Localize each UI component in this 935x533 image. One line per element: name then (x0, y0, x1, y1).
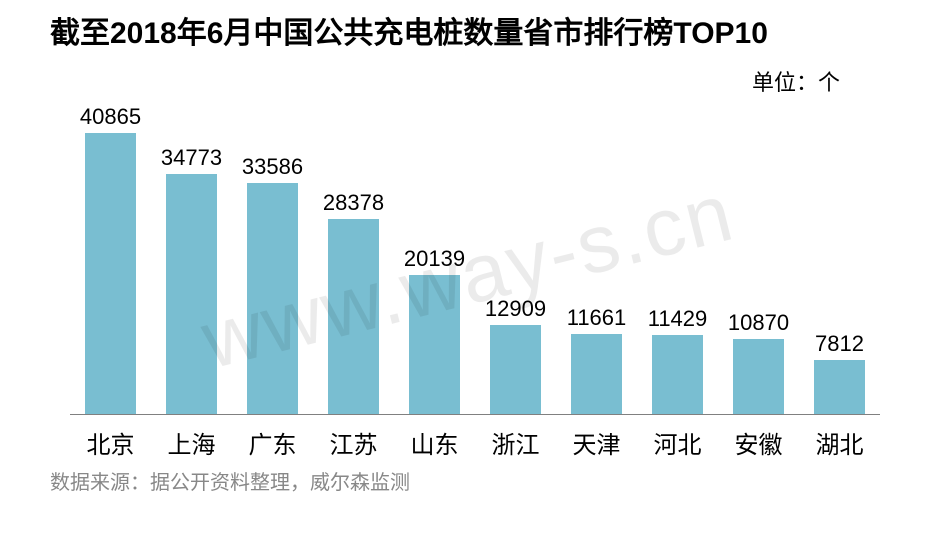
bar-slot: 10870安徽 (718, 105, 799, 415)
bar (85, 133, 135, 415)
category-label: 广东 (232, 415, 313, 460)
bar-value-label: 11661 (556, 305, 637, 331)
bar (814, 360, 864, 414)
bar-slot: 33586广东 (232, 105, 313, 415)
bar (166, 174, 216, 414)
bar-value-label: 33586 (232, 154, 313, 180)
bar-chart: 40865北京34773上海33586广东28378江苏20139山东12909… (70, 105, 880, 415)
bar-slot: 7812湖北 (799, 105, 880, 415)
bar (490, 325, 540, 414)
category-label: 天津 (556, 415, 637, 460)
category-label: 湖北 (799, 415, 880, 460)
bar-value-label: 12909 (475, 296, 556, 322)
bar-slot: 12909浙江 (475, 105, 556, 415)
data-source-note: 数据来源：据公开资料整理，威尔森监测 (50, 466, 410, 495)
category-label: 安徽 (718, 415, 799, 460)
bar (328, 219, 378, 414)
chart-title: 截至2018年6月中国公共充电桩数量省市排行榜TOP10 (50, 8, 768, 52)
bar-value-label: 40865 (70, 104, 151, 130)
bar (733, 339, 783, 414)
bar (652, 335, 702, 414)
unit-label: 单位：个 (752, 65, 840, 97)
bar-value-label: 28378 (313, 190, 394, 216)
bar-value-label: 20139 (394, 246, 475, 272)
bar-slot: 11661天津 (556, 105, 637, 415)
bar-slot: 20139山东 (394, 105, 475, 415)
bar (247, 183, 297, 414)
bar-value-label: 11429 (637, 306, 718, 332)
category-label: 江苏 (313, 415, 394, 460)
bar-value-label: 7812 (799, 331, 880, 357)
bar-value-label: 34773 (151, 145, 232, 171)
bar-value-label: 10870 (718, 310, 799, 336)
bar (409, 275, 459, 414)
category-label: 上海 (151, 415, 232, 460)
category-label: 山东 (394, 415, 475, 460)
bar-slot: 34773上海 (151, 105, 232, 415)
bar-slot: 11429河北 (637, 105, 718, 415)
bar (571, 334, 621, 414)
bar-slot: 28378江苏 (313, 105, 394, 415)
category-label: 河北 (637, 415, 718, 460)
bar-slot: 40865北京 (70, 105, 151, 415)
category-label: 北京 (70, 415, 151, 460)
category-label: 浙江 (475, 415, 556, 460)
